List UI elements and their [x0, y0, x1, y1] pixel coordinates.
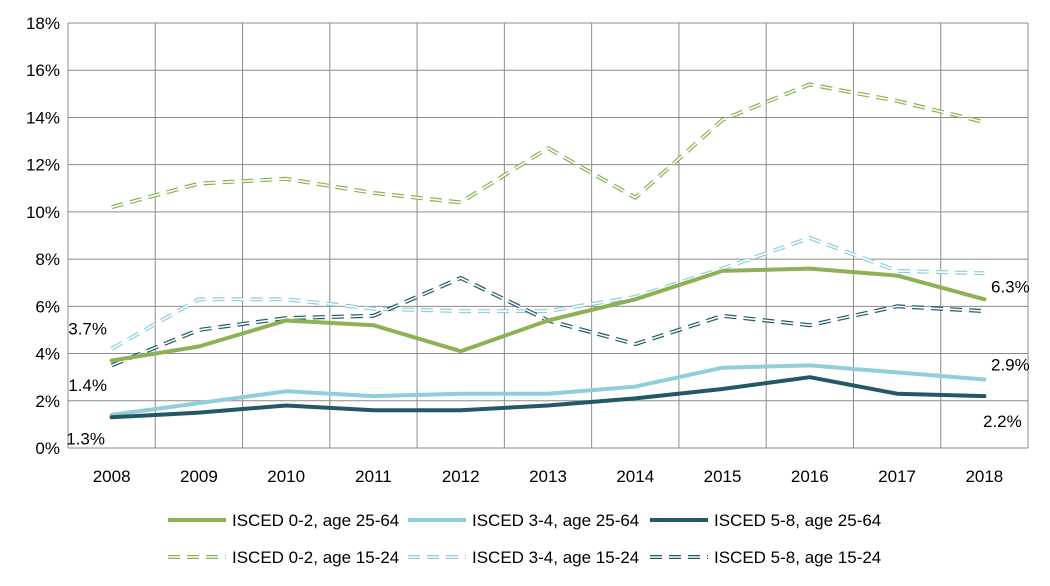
- legend-label: ISCED 5-8, age 15-24: [714, 548, 881, 567]
- x-tick-label: 2011: [355, 467, 392, 486]
- y-tick-label: 18%: [26, 14, 60, 33]
- y-tick-label: 12%: [26, 156, 60, 175]
- y-tick-label: 14%: [26, 108, 60, 127]
- x-tick-label: 2010: [267, 467, 305, 486]
- y-tick-label: 6%: [35, 297, 60, 316]
- data-label: 6.3%: [991, 277, 1030, 296]
- x-tick-label: 2017: [878, 467, 916, 486]
- x-tick-label: 2008: [93, 467, 131, 486]
- series-lines: [109, 82, 987, 420]
- y-tick-label: 4%: [35, 345, 60, 364]
- x-tick-label: 2016: [791, 467, 829, 486]
- data-labels: 3.7% 1.4% 1.3% 6.3% 2.9% 2.2%: [66, 277, 1029, 448]
- y-tick-label: 2%: [35, 392, 60, 411]
- grid-lines: [67, 22, 1029, 449]
- x-tick-label: 2012: [442, 467, 480, 486]
- y-axis-ticks: 0% 2% 4% 6% 8% 10% 12% 14% 16% 18%: [26, 14, 60, 458]
- series-line-1: [109, 363, 987, 417]
- x-tick-label: 2014: [616, 467, 654, 486]
- series-line-4-inner: [111, 237, 985, 350]
- x-tick-label: 2009: [180, 467, 218, 486]
- y-tick-label: 16%: [26, 61, 60, 80]
- data-label: 3.7%: [68, 320, 107, 339]
- y-tick-label: 10%: [26, 203, 60, 222]
- data-label: 2.9%: [991, 356, 1030, 375]
- x-tick-label: 2013: [529, 467, 567, 486]
- x-tick-label: 2018: [965, 467, 1003, 486]
- legend: ISCED 0-2, age 25-64 ISCED 3-4, age 25-64…: [168, 511, 881, 567]
- y-tick-label: 0%: [35, 439, 60, 458]
- series-line-3-inner: [111, 83, 985, 208]
- y-tick-label: 8%: [35, 250, 60, 269]
- series-line-2: [109, 375, 987, 420]
- data-label: 1.4%: [68, 376, 107, 395]
- legend-label: ISCED 3-4, age 25-64: [472, 511, 639, 530]
- x-axis-ticks: 2008 2009 2010 2011 2012 2013 2014 2015 2016 2017…: [93, 467, 1004, 486]
- data-label: 2.2%: [983, 412, 1022, 431]
- legend-label: ISCED 3-4, age 15-24: [472, 548, 639, 567]
- series-line-0: [109, 266, 987, 363]
- x-tick-label: 2015: [704, 467, 742, 486]
- legend-label: ISCED 0-2, age 15-24: [232, 548, 399, 567]
- legend-label: ISCED 0-2, age 25-64: [232, 511, 399, 530]
- data-label: 1.3%: [66, 429, 105, 448]
- legend-label: ISCED 5-8, age 25-64: [714, 511, 881, 530]
